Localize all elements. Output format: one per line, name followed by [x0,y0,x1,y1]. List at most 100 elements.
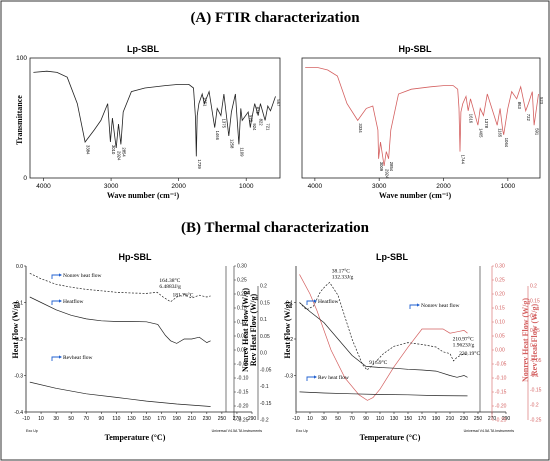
dsc-lp-xtick-label: 90 [363,416,369,422]
dsc-hp-xtick-label: 10 [38,416,44,422]
dsc-hp-chart: Hp-SBL Heat Flow (W/g) Nonrev Heat Flow … [11,252,272,442]
dsc-lp-y2tick-label: -0.25 [495,418,507,424]
dsc-hp-y2tick-label: 0.15 [237,306,247,312]
ftir-hp-xlabel: Wave number (cm⁻¹) [379,191,452,200]
dsc-lp-legend-label: Nonrev heat flow [421,302,460,309]
dsc-hp-annotation: 181.76°C [172,292,193,299]
dsc-lp-y2tick-label: -0.05 [495,362,507,368]
ftir-hp-plot-frame [301,57,541,179]
ftir-hp-peak-label: 1378 [484,119,489,129]
dsc-lp-ytick-label: -0.1 [284,301,293,307]
ftir-hp-peak-label: 591 [535,128,540,136]
ftir-lp-peak-label: 874 [255,107,260,115]
ftir-lp-xtick-label: 4000 [36,183,51,190]
dsc-lp-legend-arrowhead [417,303,420,307]
dsc-hp-xtick-label: 30 [53,416,59,422]
ftir-hp-peak-label: 722 [526,114,531,122]
dsc-lp-y2tick-label: -0.15 [495,390,507,396]
ftir-hp-peak-label: 863 [517,102,522,110]
dsc-lp-y2tick-label: 0.25 [495,278,505,284]
ftir-lp-peak-label: 567 [276,99,281,107]
dsc-lp-annotation: 132.33J/g [332,274,354,280]
dsc-lp-xtick-label: 70 [349,416,355,422]
ftir-lp-peak-label: 1109 [239,147,244,157]
dsc-lp-legend-label: Rev heat flow [318,374,349,381]
dsc-lp-y3tick-label: -0.2 [530,403,539,409]
dsc-hp-annotation: 164.38°C [159,277,180,284]
dsc-hp-y3tick-label: 0.0 [260,351,267,357]
dsc-hp-y2tick-label: 0.30 [237,264,247,270]
dsc-lp-y3tick-label: 0.15 [530,298,540,304]
dsc-hp-y3tick-label: 0.1 [260,317,267,323]
ftir-lp-chart: Lp-SBL Transmittance Wave number (cm⁻¹) … [15,44,281,200]
dsc-hp-xtick-label: 90 [99,416,105,422]
dsc-hp-ytick-label: -0.3 [14,374,23,380]
ftir-lp-title: Lp-SBL [127,44,159,54]
dsc-lp-y3tick-label: -0.1 [530,373,539,379]
dsc-hp-series-line [29,296,211,344]
dsc-hp-legend-label: Heatflow [63,298,83,305]
ftir-hp-peak-label: 3334 [358,123,363,133]
dsc-hp-y3label: Rev Heat Flow (W/g) [249,294,258,367]
dsc-lp-annotation: 210.97°C [453,335,474,342]
dsc-hp-ylabel: Heat Flow (W/g) [11,301,20,358]
dsc-lp-y2tick-label: 0.20 [495,292,505,298]
dsc-lp-series-line [299,274,468,401]
dsc-hp-legend-arrowhead [59,273,62,277]
dsc-lp-legend-arrow [306,300,314,305]
ftir-hp-peak-label: 1165 [498,128,503,138]
dsc-hp-y3tick-label: 0.2 [260,284,267,290]
ftir-lp-peak-label: 1466 [215,131,220,141]
ftir-hp-peak-label: 2924 [385,169,390,179]
dsc-hp-footer-right: Universal V4.5A TA Instruments [212,429,263,433]
dsc-lp-chart: Lp-SBL Heat Flow (W/g) Nonrev Heat Flow … [283,252,542,442]
ftir-lp-plot-frame [29,57,281,179]
dsc-hp-y2tick-label: -0.20 [237,404,249,410]
ftir-hp-title: Hp-SBL [399,44,432,54]
dsc-lp-xtick-label: 10 [307,416,313,422]
dsc-hp-xtick-label: -10 [22,416,29,422]
dsc-hp-y3tick-label: 0.15 [260,300,270,306]
dsc-hp-xtick-label: 130 [127,416,136,422]
dsc-lp-y3tick-label: 0.0 [530,343,537,349]
dsc-hp-legend-arrow [51,274,59,279]
dsc-hp-y2tick-label: -0.15 [237,390,249,396]
dsc-hp-y2tick-label: -0.10 [237,376,249,382]
dsc-hp-y2tick-label: 0.10 [237,320,247,326]
dsc-lp-xtick-label: 170 [418,416,427,422]
dsc-lp-xtick-label: 30 [321,416,327,422]
dsc-hp-y2label: Nonrev Heat Flow (W/g) [241,288,250,372]
dsc-hp-xtick-label: 250 [218,416,227,422]
ftir-hp-peak-label: 1616 [469,114,474,124]
dsc-lp-legend-arrow [409,304,417,309]
ftir-hp-xtick-label: 4000 [308,183,323,190]
dsc-lp-xtick-label: 130 [390,416,399,422]
dsc-lp-y2tick-label: -0.20 [495,404,507,410]
dsc-lp-annotation: 38.17°C [332,267,351,274]
dsc-hp-xtick-label: 110 [112,416,120,422]
dsc-lp-annotation: 1.9623J/g [453,342,475,348]
dsc-hp-xtick-label: 190 [172,416,181,422]
dsc-hp-xtick-label: 150 [142,416,151,422]
ftir-lp-peak-label: 2924 [117,151,122,161]
thermal-section-title: (B) Thermal characterization [181,220,370,236]
dsc-hp-ytick-label: -0.2 [14,337,23,343]
dsc-hp-y3tick-label: -0.1 [260,384,269,390]
dsc-hp-y3tick-label: 0.05 [260,334,270,340]
ftir-hp-xtick-label: 1000 [501,183,516,190]
ftir-lp-peak-label: 3384 [86,145,91,155]
dsc-hp-legend-arrowhead [59,299,62,303]
dsc-hp-y2tick-label: 0.25 [237,278,247,284]
dsc-lp-xtick-label: 210 [446,416,455,422]
dsc-lp-series-line [299,391,468,397]
dsc-lp-y3tick-label: 0.1 [530,313,537,319]
dsc-lp-xtick-label: 290 [502,416,511,422]
dsc-lp-xlabel: Temperature (°C) [360,433,421,442]
dsc-hp-y3tick-label: -0.15 [260,401,272,407]
dsc-lp-y2tick-label: 0.30 [495,264,505,270]
dsc-lp-y3label: Rev Heat Flow (W/g) [530,304,539,377]
dsc-hp-y2tick-label: 0.20 [237,292,247,298]
dsc-hp-xlabel: Temperature (°C) [105,433,166,442]
dsc-hp-series-line [29,381,211,407]
ftir-lp-ylabel: Transmittance [15,95,24,145]
